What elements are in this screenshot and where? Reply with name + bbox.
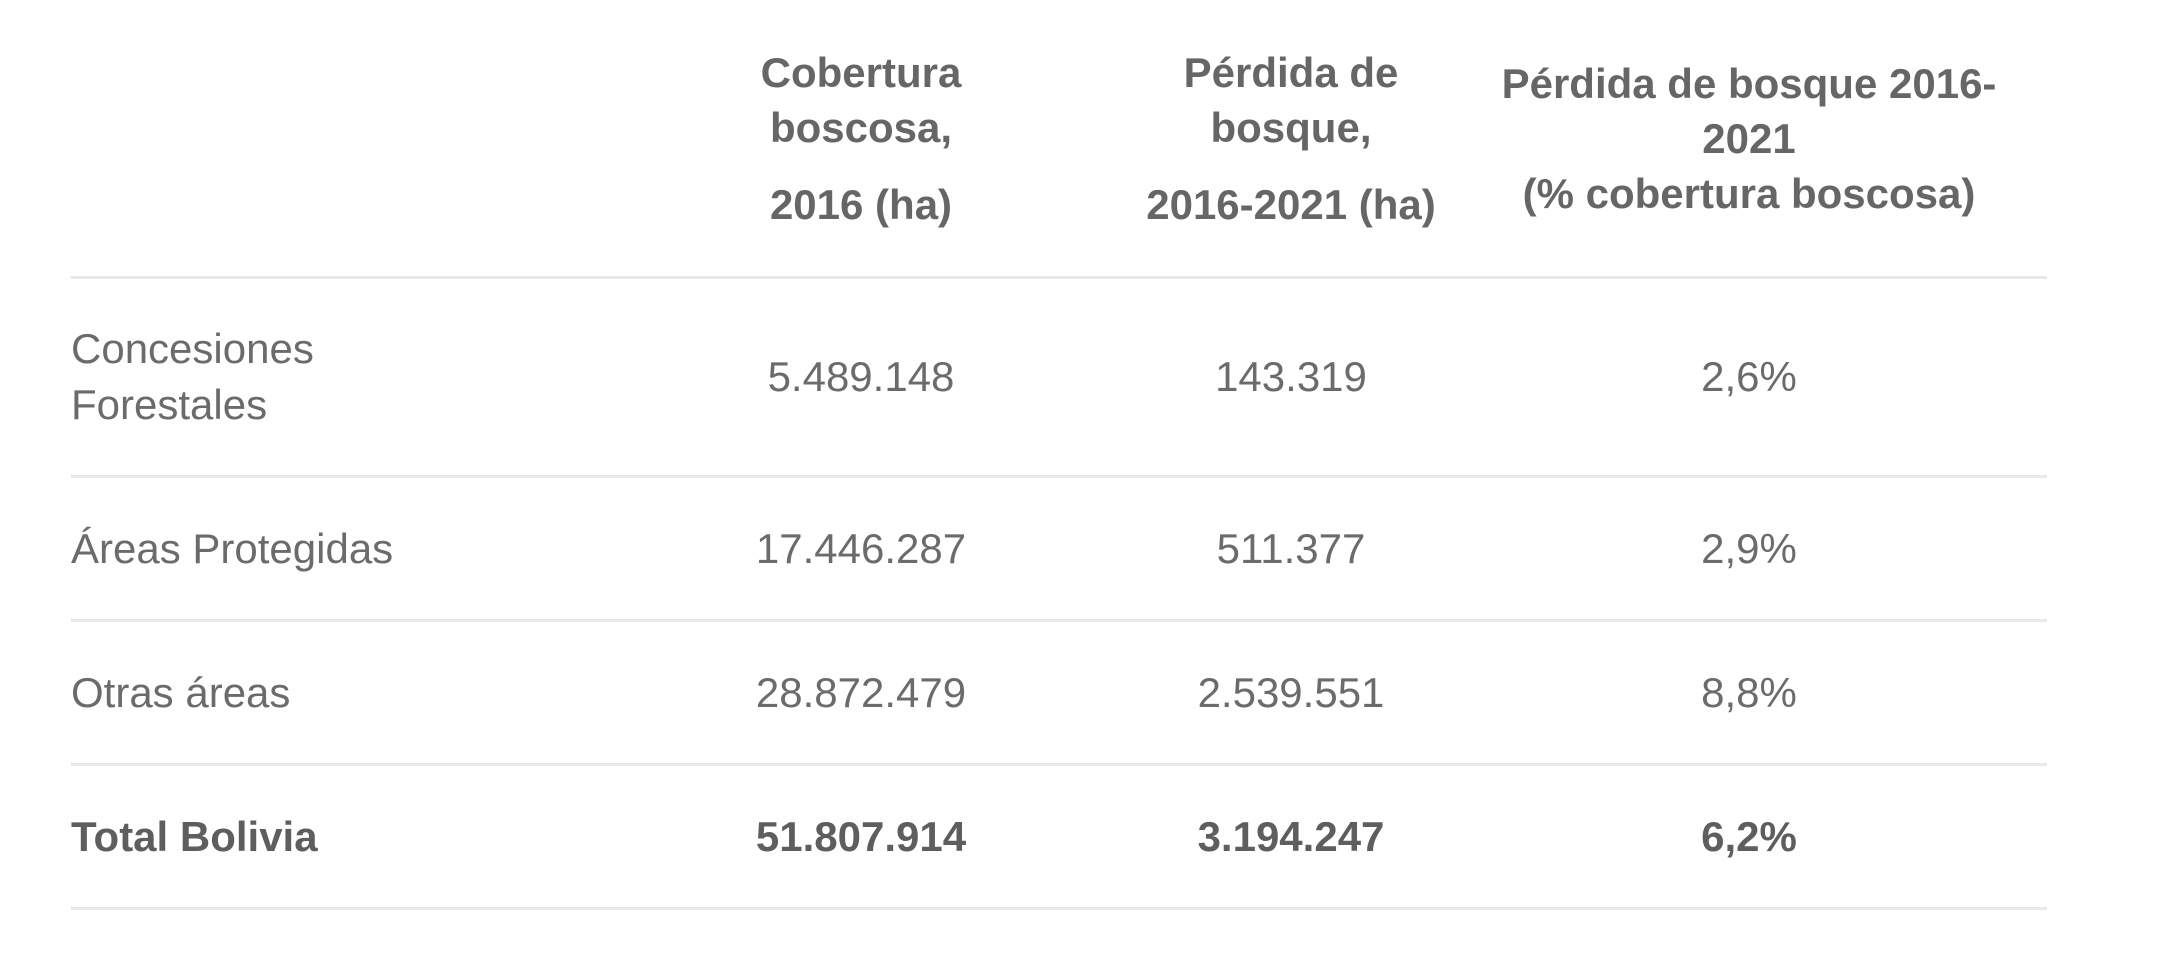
- table-header-row: Cobertura boscosa, 2016 (ha) Pérdida de …: [71, 0, 2047, 279]
- total-forest-loss-percent: 6,2%: [1701, 812, 1797, 860]
- forest-loss-value: 511.377: [1216, 524, 1366, 572]
- table-row: Otras áreas 28.872.479 2.539.551 8,8%: [71, 622, 2047, 766]
- header-empty-cell: [71, 0, 591, 276]
- total-forest-cover: 51.807.914: [755, 812, 967, 860]
- forest-loss-percent-value: 2,9%: [1701, 524, 1797, 572]
- forest-loss-value: 143.319: [1215, 353, 1367, 400]
- forest-loss-table: Cobertura boscosa, 2016 (ha) Pérdida de …: [71, 0, 2047, 910]
- row-label: Áreas Protegidas: [71, 524, 394, 572]
- forest-cover-value: 28.872.479: [755, 668, 967, 716]
- header-forest-loss-percent: Pérdida de bosque 2016- 2021 (% cobertur…: [1501, 59, 1997, 217]
- total-forest-loss: 3.194.247: [1197, 812, 1385, 860]
- forest-loss-percent-value: 8,8%: [1701, 668, 1797, 716]
- table-row: Concesiones Forestales 5.489.148 143.319…: [71, 279, 2047, 478]
- total-label: Total Bolivia: [71, 812, 318, 860]
- forest-loss-value: 2.539.551: [1197, 668, 1385, 716]
- table-row: Áreas Protegidas 17.446.287 511.377 2,9%: [71, 478, 2047, 622]
- forest-cover-value: 17.446.287: [755, 524, 967, 572]
- forest-loss-percent-value: 2,6%: [1701, 353, 1797, 400]
- row-label: Otras áreas: [71, 668, 291, 716]
- header-forest-cover: Cobertura boscosa, 2016 (ha): [760, 48, 962, 228]
- header-forest-loss: Pérdida de bosque, 2016-2021 (ha): [1146, 48, 1436, 228]
- row-label: Concesiones Forestales: [71, 325, 314, 428]
- forest-cover-value: 5.489.148: [767, 353, 955, 400]
- total-row: Total Bolivia 51.807.914 3.194.247 6,2%: [71, 766, 2047, 910]
